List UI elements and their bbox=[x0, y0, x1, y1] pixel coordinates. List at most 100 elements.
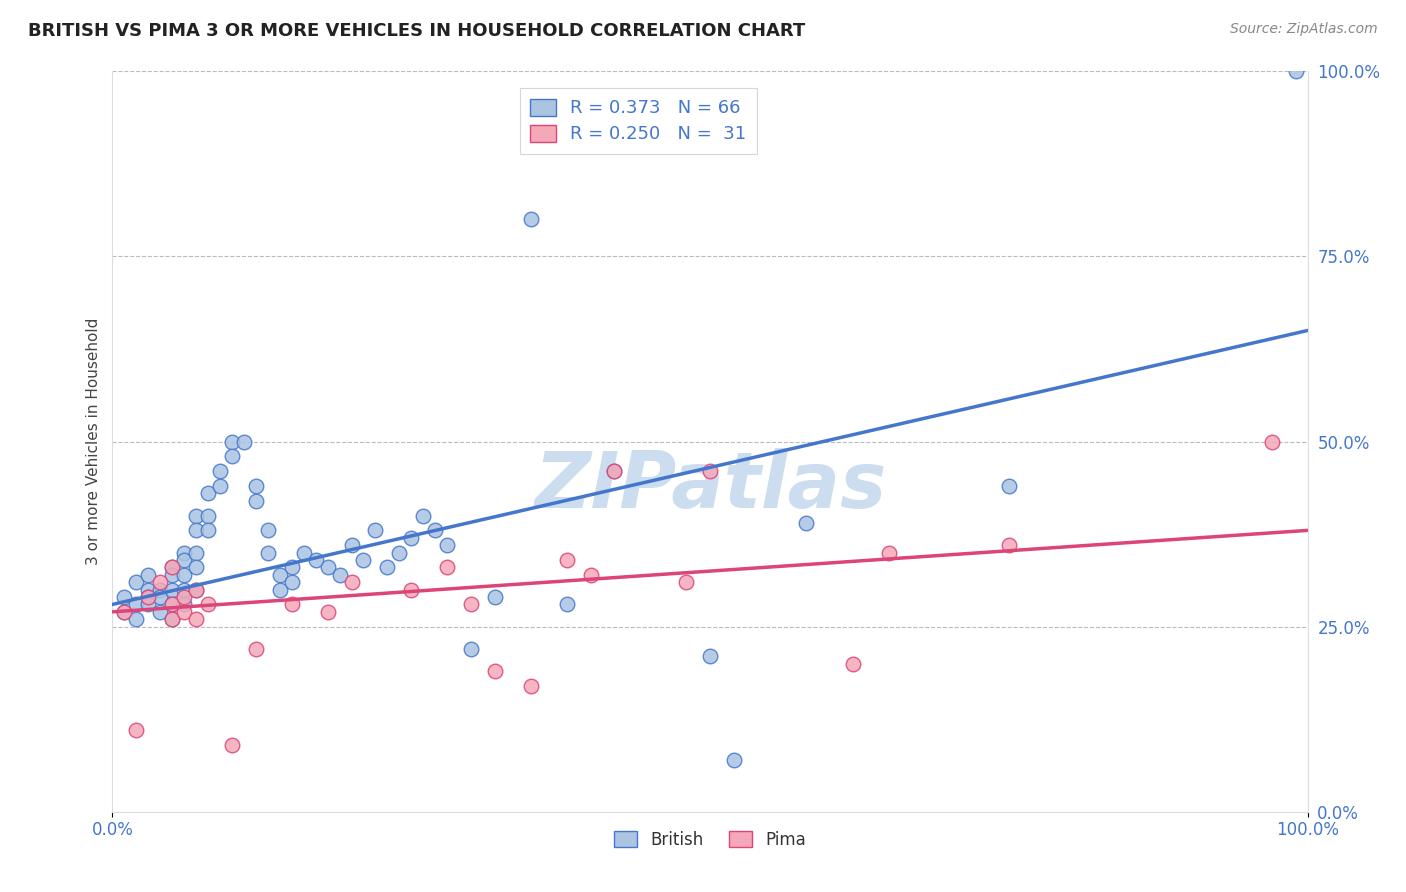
Point bbox=[173, 582, 195, 597]
Point bbox=[149, 590, 172, 604]
Point bbox=[675, 575, 697, 590]
Point bbox=[186, 612, 208, 626]
Point bbox=[186, 582, 208, 597]
Point bbox=[209, 464, 232, 478]
Text: Source: ZipAtlas.com: Source: ZipAtlas.com bbox=[1230, 22, 1378, 37]
Point bbox=[352, 553, 374, 567]
Point bbox=[197, 598, 219, 612]
Point bbox=[209, 479, 232, 493]
Point bbox=[699, 464, 721, 478]
Point bbox=[281, 560, 304, 574]
Point bbox=[245, 479, 267, 493]
Point bbox=[162, 560, 183, 574]
Point bbox=[138, 590, 160, 604]
Point bbox=[197, 486, 219, 500]
Point bbox=[484, 664, 506, 678]
Point bbox=[186, 524, 208, 538]
Point bbox=[305, 553, 328, 567]
Point bbox=[603, 464, 626, 478]
Point bbox=[162, 598, 183, 612]
Point bbox=[281, 575, 304, 590]
Point bbox=[138, 567, 160, 582]
Point bbox=[401, 582, 423, 597]
Point bbox=[436, 560, 458, 574]
Point bbox=[186, 546, 208, 560]
Point bbox=[316, 560, 339, 574]
Point bbox=[555, 553, 578, 567]
Legend: British, Pima: British, Pima bbox=[607, 824, 813, 855]
Point bbox=[162, 598, 183, 612]
Point bbox=[138, 590, 160, 604]
Point bbox=[842, 657, 865, 671]
Point bbox=[460, 641, 482, 656]
Point bbox=[998, 538, 1021, 552]
Point bbox=[555, 598, 578, 612]
Point bbox=[186, 560, 208, 574]
Point bbox=[186, 508, 208, 523]
Point bbox=[579, 567, 602, 582]
Point bbox=[316, 605, 339, 619]
Point bbox=[879, 546, 901, 560]
Point bbox=[269, 582, 291, 597]
Point bbox=[138, 598, 160, 612]
Point bbox=[221, 450, 243, 464]
Point bbox=[603, 464, 626, 478]
Point bbox=[125, 723, 148, 738]
Point bbox=[114, 605, 135, 619]
Point bbox=[377, 560, 399, 574]
Point bbox=[329, 567, 352, 582]
Point bbox=[998, 479, 1021, 493]
Point bbox=[162, 612, 183, 626]
Point bbox=[412, 508, 434, 523]
Point bbox=[114, 590, 135, 604]
Point bbox=[484, 590, 506, 604]
Point bbox=[125, 612, 148, 626]
Point bbox=[245, 641, 267, 656]
Point bbox=[460, 598, 482, 612]
Point bbox=[125, 575, 148, 590]
Point bbox=[162, 612, 183, 626]
Point bbox=[125, 598, 148, 612]
Point bbox=[292, 546, 315, 560]
Point bbox=[520, 679, 543, 693]
Text: ZIPatlas: ZIPatlas bbox=[534, 448, 886, 524]
Point bbox=[245, 493, 267, 508]
Point bbox=[162, 567, 183, 582]
Point bbox=[364, 524, 387, 538]
Point bbox=[723, 753, 745, 767]
Point bbox=[794, 516, 817, 530]
Point bbox=[186, 582, 208, 597]
Point bbox=[173, 598, 195, 612]
Y-axis label: 3 or more Vehicles in Household: 3 or more Vehicles in Household bbox=[86, 318, 101, 566]
Point bbox=[221, 434, 243, 449]
Point bbox=[197, 524, 219, 538]
Point bbox=[388, 546, 411, 560]
Point bbox=[425, 524, 447, 538]
Point bbox=[401, 531, 423, 545]
Point bbox=[173, 546, 195, 560]
Point bbox=[173, 590, 195, 604]
Point bbox=[233, 434, 256, 449]
Point bbox=[1261, 434, 1284, 449]
Point bbox=[436, 538, 458, 552]
Text: BRITISH VS PIMA 3 OR MORE VEHICLES IN HOUSEHOLD CORRELATION CHART: BRITISH VS PIMA 3 OR MORE VEHICLES IN HO… bbox=[28, 22, 806, 40]
Point bbox=[138, 582, 160, 597]
Point bbox=[162, 560, 183, 574]
Point bbox=[173, 605, 195, 619]
Point bbox=[340, 538, 363, 552]
Point bbox=[257, 546, 280, 560]
Point bbox=[1285, 64, 1308, 78]
Point bbox=[149, 605, 172, 619]
Point bbox=[520, 212, 543, 227]
Point bbox=[269, 567, 291, 582]
Point bbox=[173, 553, 195, 567]
Point bbox=[149, 575, 172, 590]
Point bbox=[257, 524, 280, 538]
Point bbox=[281, 598, 304, 612]
Point bbox=[173, 567, 195, 582]
Point bbox=[162, 582, 183, 597]
Point bbox=[197, 508, 219, 523]
Point bbox=[149, 582, 172, 597]
Point bbox=[340, 575, 363, 590]
Point bbox=[114, 605, 135, 619]
